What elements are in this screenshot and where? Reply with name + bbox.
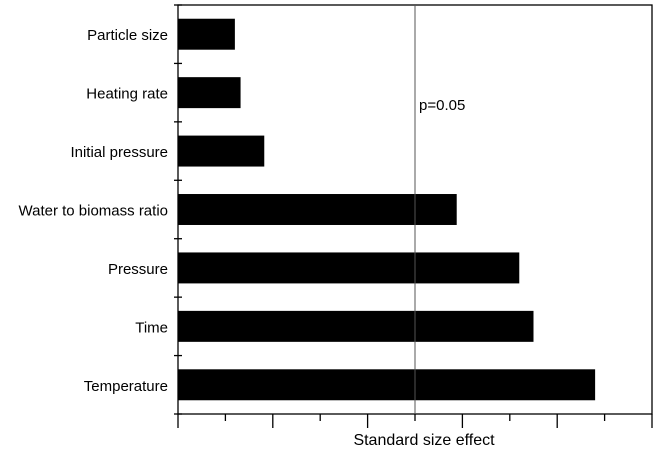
- y-tick-label-pressure: Pressure: [108, 261, 168, 278]
- bar-initial-pressure: [178, 135, 265, 167]
- p-value-label: p=0.05: [419, 97, 465, 114]
- y-tick-label-particle-size: Particle size: [87, 27, 168, 44]
- bars-group: [178, 18, 596, 401]
- y-tick-label-water-to-biomass-ratio: Water to biomass ratio: [19, 203, 169, 220]
- x-axis-label: Standard size effect: [353, 432, 495, 449]
- y-tick-label-initial-pressure: Initial pressure: [70, 144, 168, 161]
- bar-particle-size: [178, 18, 235, 50]
- y-tick-label-time: Time: [135, 319, 168, 336]
- bar-temperature: [178, 369, 596, 401]
- y-tick-label-temperature: Temperature: [84, 378, 168, 395]
- bar-heating-rate: [178, 77, 241, 109]
- bar-pressure: [178, 252, 520, 284]
- bar-water-to-biomass-ratio: [178, 194, 457, 225]
- bar-time: [178, 310, 534, 342]
- y-tick-labels: Particle size Heating rate Initial pressur…: [19, 27, 169, 395]
- y-tick-label-heating-rate: Heating rate: [86, 86, 168, 103]
- axis-ticks: [174, 4, 653, 428]
